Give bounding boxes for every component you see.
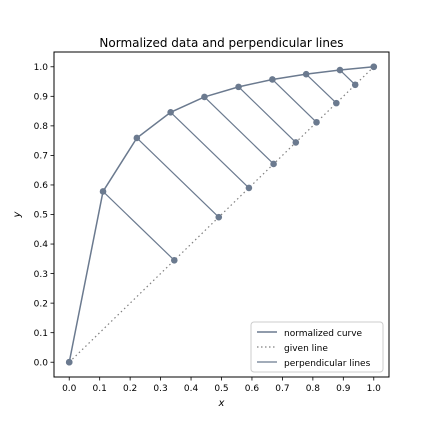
y-tick-label-6: 0.6 xyxy=(34,181,49,191)
curve-point-3 xyxy=(167,108,174,116)
x-tick-label-9: 0.9 xyxy=(336,384,351,394)
x-axis: 0.0 0.1 0.2 0.3 0.4 0.5 0.6 0.7 0.8 0.9 1.0 xyxy=(62,377,381,394)
foot-point-2 xyxy=(215,213,223,221)
given-line xyxy=(68,66,375,363)
legend: normalized curve given line perpendicula… xyxy=(250,321,384,373)
curve-point-8 xyxy=(336,66,344,74)
foot-point-9 xyxy=(370,63,378,71)
x-tick-label-10: 1.0 xyxy=(367,384,382,394)
curve-point-7 xyxy=(302,70,310,78)
perpendicular-line-8 xyxy=(339,69,356,86)
x-tick-label-1: 0.1 xyxy=(93,384,107,394)
x-tick-label-4: 0.4 xyxy=(184,384,199,394)
x-tick-label-8: 0.8 xyxy=(306,384,321,394)
foot-point-1 xyxy=(170,256,178,264)
x-tick-label-3: 0.3 xyxy=(153,384,167,394)
perpendicular-line-1 xyxy=(102,191,175,261)
perpendicular-line-4 xyxy=(204,96,274,165)
y-axis-label: y xyxy=(12,210,23,218)
y-tick-label-5: 0.5 xyxy=(34,211,48,221)
foot-point-7 xyxy=(333,99,340,107)
foot-point-6 xyxy=(313,119,320,126)
y-tick-label-7: 0.7 xyxy=(34,152,48,162)
x-tick-label-7: 0.7 xyxy=(275,384,289,394)
foot-point-4 xyxy=(270,160,277,168)
x-tick-label-5: 0.5 xyxy=(214,384,228,394)
foot-point-5 xyxy=(292,139,300,146)
curve-point-4 xyxy=(201,93,208,101)
legend-label-perpendicular-lines: perpendicular lines xyxy=(284,359,371,369)
y-tick-label-4: 0.4 xyxy=(34,240,49,250)
x-tick-label-0: 0.0 xyxy=(62,384,77,394)
y-tick-label-8: 0.8 xyxy=(34,122,49,132)
curve-point-5 xyxy=(235,83,242,91)
y-tick-label-1: 0.1 xyxy=(34,329,48,339)
x-axis-label: x xyxy=(218,398,225,409)
plot-area xyxy=(65,63,378,366)
y-tick-label-2: 0.2 xyxy=(34,299,48,309)
foot-point-8 xyxy=(351,81,359,89)
y-tick-label-9: 0.9 xyxy=(34,93,49,103)
legend-label-given-line: given line xyxy=(284,344,328,354)
legend-label-normalized-curve: normalized curve xyxy=(284,329,363,339)
perpendicular-line-5 xyxy=(238,86,297,143)
y-tick-label-3: 0.3 xyxy=(34,270,48,280)
foot-point-3 xyxy=(245,184,253,192)
curve-point-1 xyxy=(99,188,107,195)
normalized-curve-line xyxy=(68,66,374,363)
y-tick-label-10: 1.0 xyxy=(34,63,49,73)
x-tick-label-6: 0.6 xyxy=(245,384,260,394)
perpendicular-line-3 xyxy=(170,111,250,189)
foot-point-0 xyxy=(65,358,73,366)
y-tick-label-0: 0.0 xyxy=(34,358,49,368)
perpendicular-line-2 xyxy=(136,137,220,218)
perpendicular-line-7 xyxy=(305,73,337,104)
x-tick-label-2: 0.2 xyxy=(123,384,137,394)
legend-box xyxy=(250,321,384,373)
perpendicular-line-6 xyxy=(271,79,317,123)
y-axis: 0.0 0.1 0.2 0.3 0.4 0.5 0.6 0.7 0.8 0.9 1.0 xyxy=(34,63,54,368)
curve-point-2 xyxy=(133,134,141,142)
chart-title: Normalized data and perpendicular lines xyxy=(99,36,343,50)
curve-point-6 xyxy=(269,76,276,83)
